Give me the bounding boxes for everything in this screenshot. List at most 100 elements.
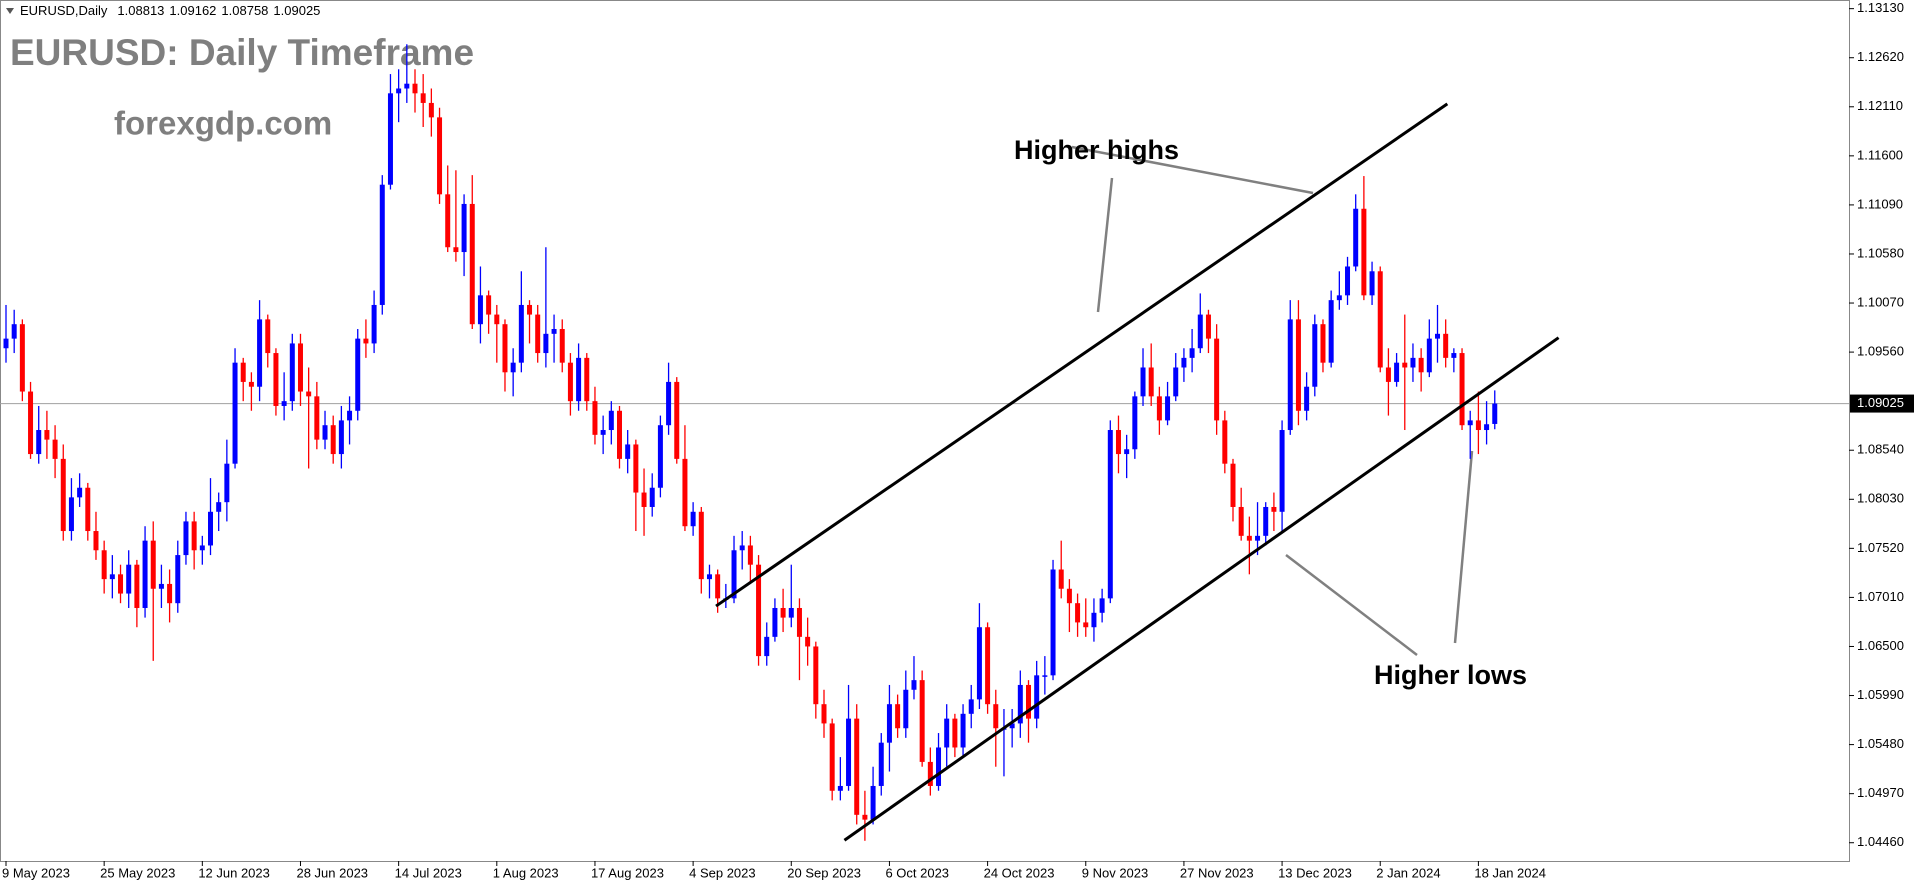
candle-body (633, 444, 639, 493)
candle-body (903, 689, 909, 729)
candle-body (510, 362, 516, 373)
candle-body (52, 439, 58, 459)
candle-body (788, 607, 794, 618)
candle-body (1263, 506, 1269, 536)
candle-body (551, 329, 557, 334)
candle-body (837, 785, 843, 791)
candle-body (1197, 314, 1203, 349)
candle-body (1042, 675, 1048, 677)
candle-body (396, 88, 402, 94)
candle-body (576, 357, 582, 402)
candle-body (314, 396, 320, 440)
candle-body (747, 545, 753, 565)
candle-body (363, 338, 369, 344)
candle-body (600, 430, 606, 435)
candle-body (1492, 403, 1498, 424)
candle-body (60, 458, 66, 532)
candle-body (1017, 684, 1023, 724)
candle-body (731, 550, 737, 599)
candle-body (968, 699, 974, 714)
candle-body (1418, 357, 1424, 373)
candle-body (780, 607, 786, 618)
candle-body (420, 93, 426, 103)
candle-body (437, 117, 443, 195)
candle-body (77, 487, 83, 498)
candle-body (469, 203, 475, 325)
candle-body (68, 497, 74, 532)
candle-body (1058, 569, 1064, 589)
header-symbol: EURUSD,Daily (20, 3, 108, 18)
candle-body (1165, 396, 1171, 421)
y-tick-label: 1.04970 (1857, 785, 1904, 800)
candle-body (895, 704, 901, 729)
candle-body (1320, 324, 1326, 363)
candle-body (1181, 357, 1187, 368)
candle-body (1255, 535, 1261, 541)
candle-body (1173, 367, 1179, 397)
chart-subtitle: forexgdp.com (114, 105, 332, 142)
candle-body (666, 381, 672, 426)
candle-body (625, 444, 631, 459)
candle-body (297, 343, 303, 392)
x-tick-label: 25 May 2023 (100, 865, 175, 880)
candle-body (453, 247, 459, 253)
candle-body (412, 83, 418, 94)
candle-body (952, 718, 958, 748)
candle-body (461, 203, 467, 253)
candle-body (1214, 338, 1220, 421)
candle-body (36, 430, 42, 455)
candle-body (649, 487, 655, 507)
candle-body (944, 718, 950, 748)
candle-body (1148, 367, 1154, 397)
candle-body (927, 761, 933, 786)
candle-body (976, 627, 982, 700)
candle-body (1075, 603, 1081, 623)
candle-body (690, 511, 696, 527)
candle-body (371, 304, 377, 344)
candle-body (706, 574, 712, 580)
candle-body (11, 324, 17, 339)
candle-body (1066, 588, 1072, 604)
candle-body (1435, 333, 1440, 339)
price-tag (1850, 394, 1914, 413)
candle-body (715, 574, 721, 599)
x-tick-label: 2 Jan 2024 (1376, 865, 1440, 880)
candle-body (1099, 598, 1105, 613)
header-value: 1.08813 (117, 3, 164, 18)
candle-body (559, 329, 565, 363)
candle-body (1287, 319, 1293, 431)
candle-body (829, 723, 835, 791)
candle-body (674, 381, 680, 459)
candle-body (93, 531, 99, 551)
candle-body (567, 362, 573, 402)
pointer-line (1285, 554, 1418, 656)
y-tick-label: 1.12620 (1857, 49, 1904, 64)
header-value: 1.08758 (221, 3, 268, 18)
candle-body (805, 636, 811, 647)
candle-body (993, 704, 999, 729)
candle-body (518, 304, 524, 363)
candle-body (936, 747, 942, 786)
candle-body (101, 550, 107, 580)
candle-body (1377, 271, 1383, 368)
x-tick-label: 17 Aug 2023 (591, 865, 664, 880)
x-tick-label: 4 Sep 2023 (689, 865, 756, 880)
candle-body (1222, 420, 1228, 464)
candle-body (1140, 367, 1146, 397)
candle-body (281, 401, 287, 406)
candle-body (527, 304, 533, 315)
candle-body (1205, 314, 1211, 339)
x-tick-label: 9 May 2023 (2, 865, 70, 880)
candle-body (1459, 353, 1465, 426)
y-tick-label: 1.13130 (1857, 0, 1904, 15)
candle-body (167, 583, 173, 604)
candle-body (813, 646, 819, 705)
candle-body (85, 487, 91, 532)
candle-body (265, 319, 271, 354)
candle-body (1410, 357, 1416, 368)
candle-body (134, 564, 140, 608)
candle-body (183, 521, 189, 556)
y-tick-label: 1.06500 (1857, 638, 1904, 653)
